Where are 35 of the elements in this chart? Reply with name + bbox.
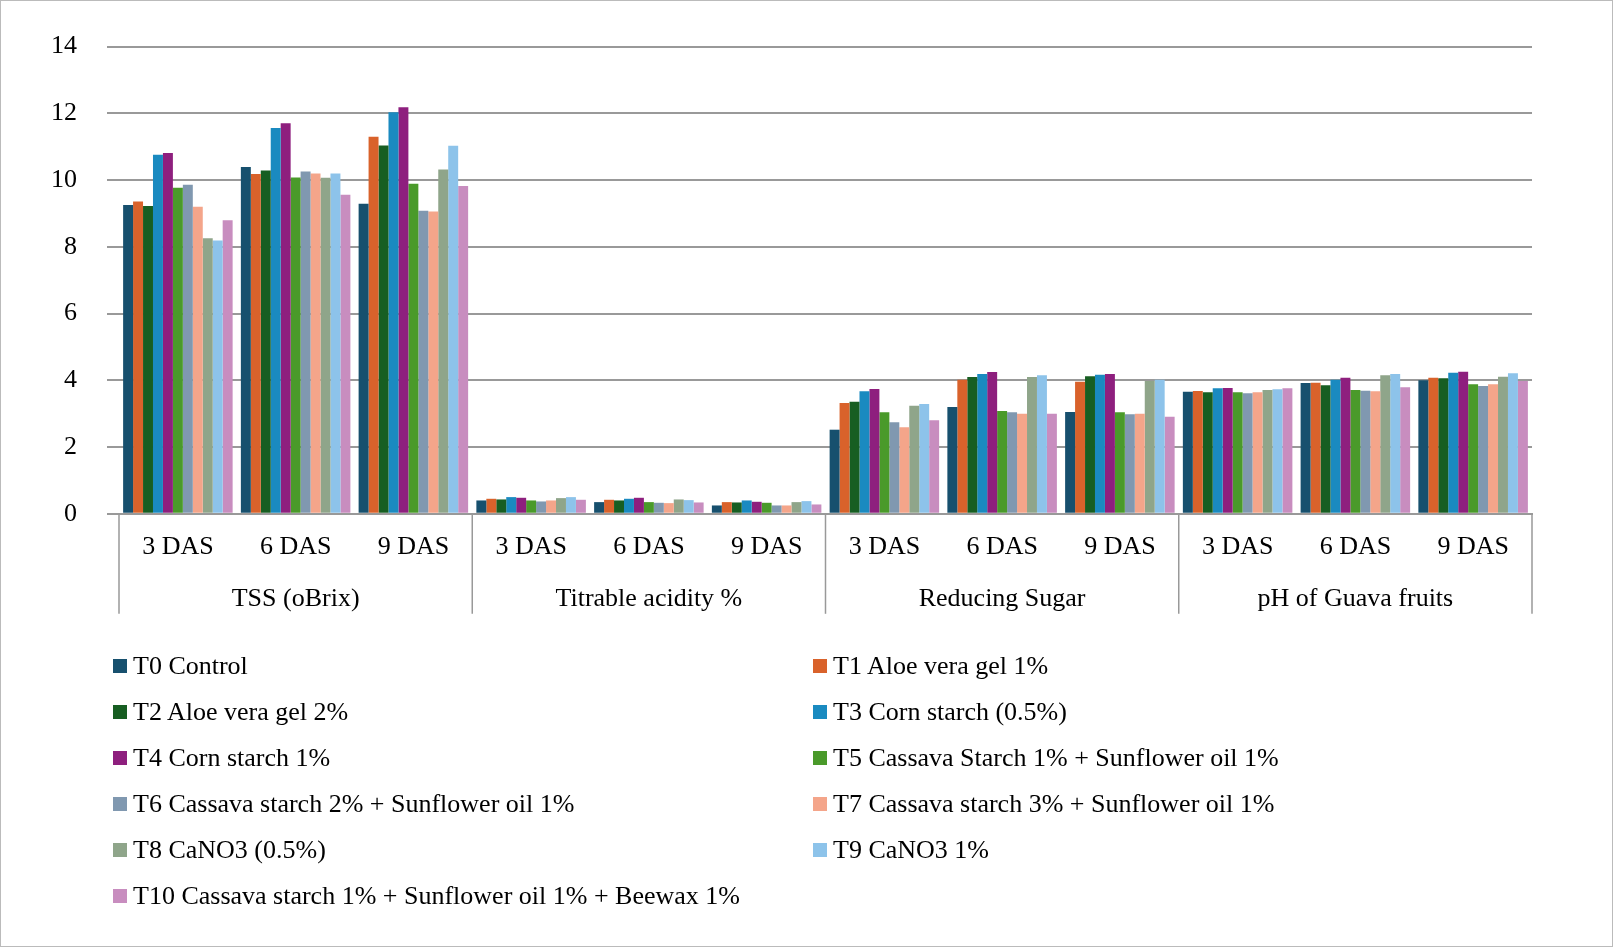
x-tick-label: 9 DAS: [1437, 531, 1509, 561]
y-tick-label: 8: [64, 230, 77, 260]
y-tick-label: 14: [51, 30, 77, 60]
x-tick-label: 3 DAS: [142, 531, 214, 561]
legend-label: T8 CaNO3 (0.5%): [133, 835, 326, 865]
y-tick-label: 2: [64, 430, 77, 460]
x-tick-label: 9 DAS: [1084, 531, 1156, 561]
legend-label: T10 Cassava starch 1% + Sunflower oil 1% + Beewax 1%: [133, 881, 740, 911]
legend-label: T5 Cassava Starch 1% + Sunflower oil 1%: [833, 743, 1279, 773]
text: Titrable acidity %: [555, 582, 743, 612]
text: TSS (oBrix): [231, 582, 360, 612]
legend-label: T6 Cassava starch 2% + Sunflower oil 1%: [133, 789, 575, 819]
x-tick-label: 6 DAS: [1319, 531, 1392, 561]
legend-label: T0 Control: [133, 651, 248, 681]
legend-label: T7 Cassava starch 3% + Sunflower oil 1%: [833, 789, 1275, 819]
x-tick-label: 9 DAS: [730, 531, 803, 561]
legend-label: T1 Aloe vera gel 1%: [833, 651, 1049, 681]
x-tick-label: 3 DAS: [848, 531, 921, 561]
y-tick-label: 4: [64, 364, 77, 394]
x-tick-label: 6 DAS: [966, 531, 1038, 561]
y-tick-label: 10: [51, 163, 77, 193]
legend-label: T2 Aloe vera gel 2%: [133, 697, 349, 727]
y-tick-label: 0: [64, 497, 77, 527]
legend-label: T3 Corn starch (0.5%): [833, 697, 1067, 727]
legend-label: T4 Corn starch 1%: [133, 743, 331, 773]
x-tick-label: 3 DAS: [495, 531, 567, 561]
y-tick-label: 6: [64, 297, 77, 327]
x-tick-label: 3 DAS: [1201, 531, 1274, 561]
text: pH of Guava fruits: [1257, 582, 1454, 612]
text: Reducing Sugar: [918, 582, 1086, 612]
x-tick-label: 9 DAS: [377, 531, 450, 561]
y-tick-label: 12: [51, 97, 77, 127]
x-tick-label: 6 DAS: [259, 531, 332, 561]
legend-label: T9 CaNO3 1%: [833, 835, 989, 865]
x-tick-label: 6 DAS: [613, 531, 685, 561]
